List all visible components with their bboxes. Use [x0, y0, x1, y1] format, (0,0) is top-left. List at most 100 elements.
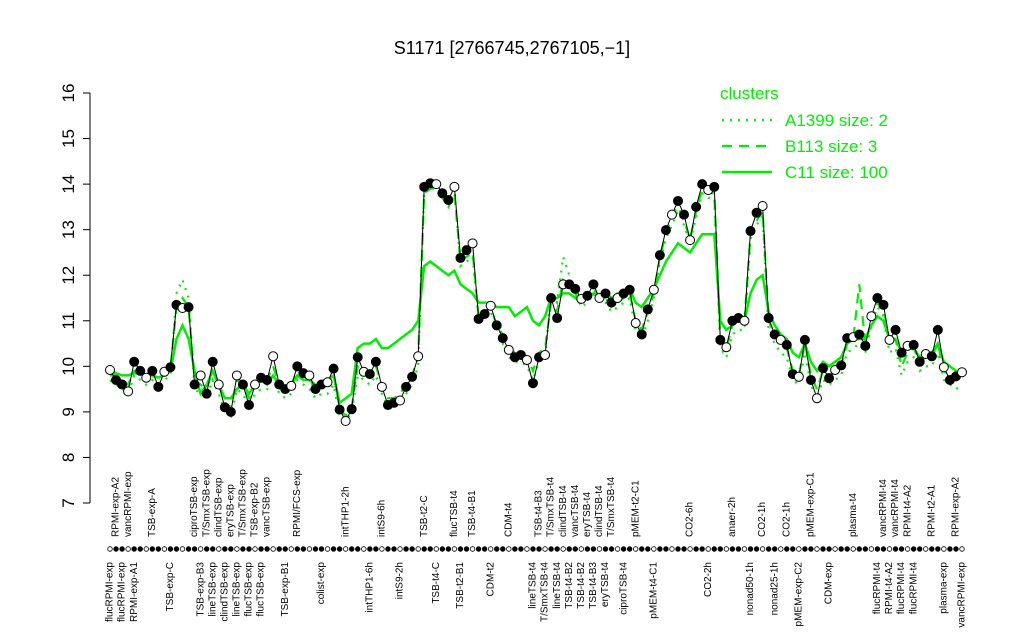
data-point [449, 181, 460, 192]
rug-point [312, 546, 319, 552]
x-tick-label: TSB-t2-B1 [455, 562, 466, 609]
data-point [443, 195, 454, 206]
rug-point [904, 546, 911, 552]
rug-point [602, 546, 609, 552]
x-tick-label: vancRPMI-exp [957, 562, 968, 628]
data-point [872, 293, 883, 303]
x-tick-label: vancTSB-exp [262, 477, 273, 537]
x-tick-label: lineTSB-exp [207, 562, 218, 617]
rug-point [923, 546, 929, 552]
data-point [491, 320, 502, 331]
data-point [588, 279, 599, 290]
rug-point [639, 546, 645, 552]
data-point [461, 245, 472, 256]
data-point [721, 342, 732, 353]
data-point [237, 379, 248, 390]
rug-point [252, 546, 258, 552]
data-point [201, 388, 212, 399]
x-tick-label: T/SmxTSB-exp [238, 469, 249, 537]
x-tick-label: eryTSB-exp [225, 484, 236, 537]
rug-point [826, 546, 832, 552]
x-tick-label: pMEM-exp-C2 [793, 562, 804, 627]
data-point [685, 235, 696, 246]
data-point [147, 365, 158, 376]
data-point [431, 179, 442, 190]
x-tick-label: CDM-exp [824, 562, 835, 605]
x-tick-label: CO2-6h [685, 502, 696, 537]
x-tick-label: vancTSB-t4 [570, 484, 581, 537]
rug-point [620, 546, 627, 552]
rug-point [191, 546, 198, 552]
rug-point [487, 546, 494, 552]
rug-point [294, 546, 301, 552]
data-point [552, 313, 563, 324]
x-tick-label: flucTSB-exp [244, 562, 255, 617]
rug-point [240, 546, 246, 552]
x-tick-label: plasma-exp [939, 562, 950, 614]
rug-point [929, 546, 935, 552]
data-point [799, 334, 810, 345]
x-tick-label: nonad50-1h [745, 562, 756, 615]
data-point [304, 370, 315, 381]
x-tick-label: flucRPMI-exp [117, 562, 128, 622]
data-point [395, 395, 406, 406]
rug-point [355, 546, 361, 552]
rug-point [445, 546, 452, 552]
data-point [243, 400, 254, 411]
rug-point [753, 546, 760, 552]
rug-point [336, 546, 343, 552]
rug-point [548, 546, 554, 552]
rug-point [349, 546, 355, 552]
x-tick-label: T/SmxTSB-t4 [540, 562, 551, 622]
rug-point [796, 546, 802, 552]
rug-point [469, 546, 476, 552]
rug-point [373, 546, 379, 552]
data-point [757, 200, 768, 211]
data-point [624, 284, 635, 295]
data-point [540, 349, 551, 360]
rug-point [862, 546, 869, 552]
x-tick-label: flucTSB-t4 [449, 490, 460, 537]
rug-point [300, 546, 307, 552]
rug-point [481, 546, 488, 552]
rug-point [179, 546, 186, 552]
data-point [129, 356, 140, 367]
rug-point [850, 546, 856, 552]
rug-point [167, 546, 174, 552]
y-tick-label: 8 [59, 453, 78, 462]
x-tick-label: TSB-exp-B1 [280, 562, 291, 617]
x-tick-label: lineTSB-t4 [552, 562, 563, 609]
x-tick-label: intTHP1-2h [340, 486, 351, 537]
rug-point [451, 546, 458, 552]
rug-point [741, 546, 748, 552]
legend-label: C11 size: 100 [785, 163, 888, 182]
data-point [183, 302, 194, 313]
data-point [370, 356, 381, 367]
data-point [413, 351, 424, 362]
rug-point [778, 546, 784, 552]
data-point [268, 351, 279, 362]
rug-point [234, 546, 240, 552]
x-tick-label: RPMI-t4-A2 [902, 484, 913, 537]
rug-point [657, 546, 663, 552]
rug-point [608, 546, 615, 552]
rug-point [397, 546, 403, 552]
rug-point [614, 546, 621, 552]
rug-point [324, 546, 331, 552]
rug-point [633, 546, 639, 552]
x-tick-label: TSB-exp-B3 [195, 562, 206, 617]
cluster-line [110, 186, 962, 419]
data-point [715, 334, 726, 345]
x-tick-label: intS9-6h [377, 500, 388, 537]
data-point [346, 404, 357, 415]
data-point [781, 339, 792, 350]
y-tick-label: 13 [59, 220, 78, 239]
rug-point [874, 546, 881, 552]
data-point [485, 300, 496, 311]
data-point [896, 347, 907, 358]
rug-point [258, 546, 264, 552]
rug-point [626, 546, 633, 552]
rug-point [216, 546, 222, 552]
legend-title: clusters [720, 84, 779, 103]
rug-point [717, 546, 723, 552]
